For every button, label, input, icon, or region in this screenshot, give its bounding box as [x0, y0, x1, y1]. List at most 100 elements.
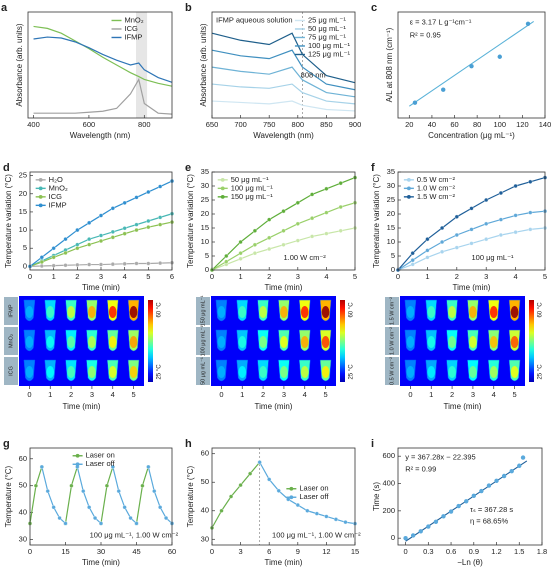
thermal-hotspot	[217, 366, 226, 378]
data-point	[440, 249, 445, 254]
data-point	[464, 499, 469, 504]
x-tick-label: 15	[61, 547, 69, 556]
thermal-hotspot	[406, 336, 415, 348]
data-point	[343, 520, 348, 525]
y-tick-label: 25	[387, 195, 395, 204]
legend-marker	[406, 194, 411, 199]
data-point	[98, 213, 104, 218]
thermal-hotspot	[46, 366, 55, 378]
data-point	[51, 505, 56, 510]
annotation: τₛ = 367.28 s	[470, 505, 513, 514]
colorbar-label: 25 °C	[538, 364, 544, 380]
thermal-hotspot	[469, 366, 477, 378]
y-tick-label: 10	[19, 225, 27, 234]
data-point	[146, 261, 151, 266]
legend-label: Laser on	[86, 451, 115, 460]
data-point	[410, 533, 416, 538]
row-label: 1.5 W cm⁻²	[389, 297, 395, 325]
x-tick-label: 1	[52, 272, 56, 281]
panel-letter: f	[371, 162, 375, 174]
data-point	[412, 100, 418, 105]
legend-label: 75 μg mL⁻¹	[308, 32, 346, 41]
thermal-hotspot	[469, 336, 477, 348]
data-point	[93, 516, 98, 521]
data-point	[281, 242, 286, 247]
x-tick-label: 0	[219, 390, 223, 399]
data-point	[513, 213, 518, 218]
x-tick-label: 5	[512, 390, 516, 399]
series-line	[41, 466, 173, 524]
y-tick-label: 0	[23, 261, 27, 270]
y-axis-label: Time (s)	[372, 482, 381, 511]
thermal-hotspot	[25, 366, 34, 378]
x-tick-label: 80	[473, 120, 481, 129]
x-tick-label: 0	[28, 547, 32, 556]
x-tick-label: 0	[403, 547, 407, 556]
data-point	[314, 511, 319, 516]
thermal-hotspot	[108, 306, 117, 318]
x-axis-label: Concentration (μg mL⁻¹)	[428, 131, 515, 140]
x-tick-label: 12	[322, 547, 330, 556]
legend-marker	[406, 186, 411, 191]
data-point	[134, 222, 139, 227]
thermal-hotspot	[259, 306, 267, 318]
row-label: MnO₂	[8, 334, 14, 348]
legend-label: 150 μg mL⁻¹	[231, 192, 274, 201]
data-point	[324, 231, 329, 236]
thermal-hotspot	[489, 336, 498, 348]
x-tick-label: 9	[296, 547, 300, 556]
thermal-image	[211, 296, 336, 386]
plot-frame	[397, 447, 543, 546]
x-tick-label: 2	[75, 272, 79, 281]
data-point	[469, 227, 474, 232]
thermal-hotspot	[321, 336, 330, 348]
x-tick-label: 3	[282, 390, 286, 399]
row-label: IFMP	[8, 304, 14, 317]
data-point	[122, 226, 127, 231]
x-axis-label: Time (min)	[63, 402, 101, 411]
x-tick-label: 20	[405, 120, 413, 129]
x-tick-label: 5	[146, 272, 150, 281]
colorbar	[148, 300, 153, 382]
thermal-hotspot	[280, 336, 288, 348]
x-tick-label: 60	[168, 547, 176, 556]
data-point	[75, 246, 80, 251]
row-label: 0.5 W cm⁻²	[389, 357, 395, 385]
row-label-box	[196, 327, 210, 355]
data-point	[310, 234, 315, 239]
thermal-hotspot	[217, 336, 226, 348]
x-axis-label: Time (min)	[82, 558, 120, 567]
x-tick-label: 100	[494, 120, 507, 129]
row-label: ICG	[8, 366, 14, 376]
data-point	[257, 460, 262, 465]
data-point	[433, 519, 439, 524]
data-point	[469, 206, 474, 211]
data-point	[513, 183, 518, 189]
row-label-box	[4, 327, 18, 355]
data-point	[87, 237, 92, 242]
y-tick-label: 15	[201, 223, 209, 232]
thermal-hotspot	[238, 306, 247, 318]
y-tick-label: 50	[201, 477, 209, 486]
x-tick-label: 650	[206, 120, 219, 129]
thermal-hotspot	[300, 366, 309, 378]
x-tick-label: 1	[429, 390, 433, 399]
y-tick-label: 50	[19, 481, 27, 490]
x-tick-label: 3	[239, 547, 243, 556]
data-point	[158, 215, 163, 220]
row-label: 1.0 W cm⁻²	[389, 327, 395, 355]
y-axis-label: Temperature (°C)	[4, 465, 13, 527]
data-point	[110, 206, 115, 211]
thermal-hotspot	[406, 306, 415, 318]
colorbar-label: 25 °C	[157, 364, 163, 380]
plot-frame	[211, 171, 356, 271]
data-point	[110, 235, 115, 240]
y-axis-label: Absorbance (arb. units)	[199, 23, 208, 106]
data-point	[338, 228, 343, 233]
legend-label: 125 μg mL⁻¹	[308, 49, 351, 58]
data-point	[484, 197, 489, 203]
x-axis-label: Time (min)	[82, 283, 120, 292]
legend-marker	[38, 194, 43, 199]
colorbar	[529, 300, 534, 382]
x-tick-label: 3	[484, 272, 488, 281]
